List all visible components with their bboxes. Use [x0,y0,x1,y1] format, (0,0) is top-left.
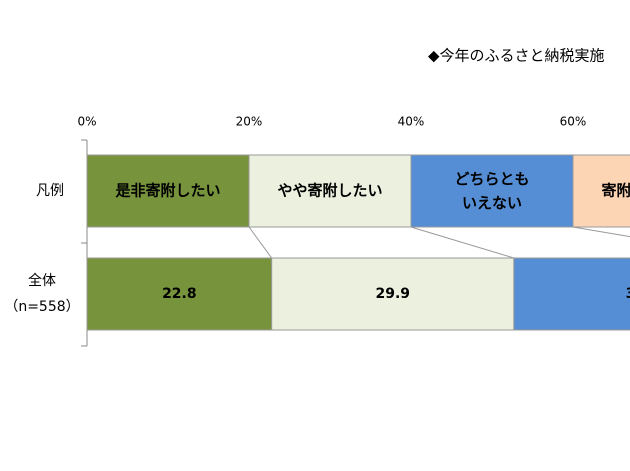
x-tick-label: 20% [236,115,263,129]
legend-row-label: 凡例 [36,183,64,199]
value-label: 22.8 [162,286,197,302]
value-label: 29.9 [376,286,411,302]
legend-swatch [86,154,250,228]
x-tick-label: 0% [77,115,96,129]
legend-swatch [572,154,630,228]
chart-title: ◆今年のふるさと納税実施 [428,47,605,65]
legend-label: 是非寄附したい [114,182,220,200]
legend-swatch [248,154,412,228]
bar-segment [271,257,515,331]
x-tick-label: 60% [560,115,587,129]
x-tick-label: 40% [398,115,425,129]
connector [572,226,630,238]
connector [248,226,273,259]
legend-swatch [410,154,574,228]
legend-label: どちらともいえない [454,170,529,212]
bar-segment [513,257,630,331]
value-label: 30 [626,286,630,302]
legend-label: 寄附したくない [601,182,630,200]
y-tick-label: 全体（n=558） [4,272,79,315]
connector [410,226,515,259]
legend-label: やや寄附したい [277,182,382,200]
